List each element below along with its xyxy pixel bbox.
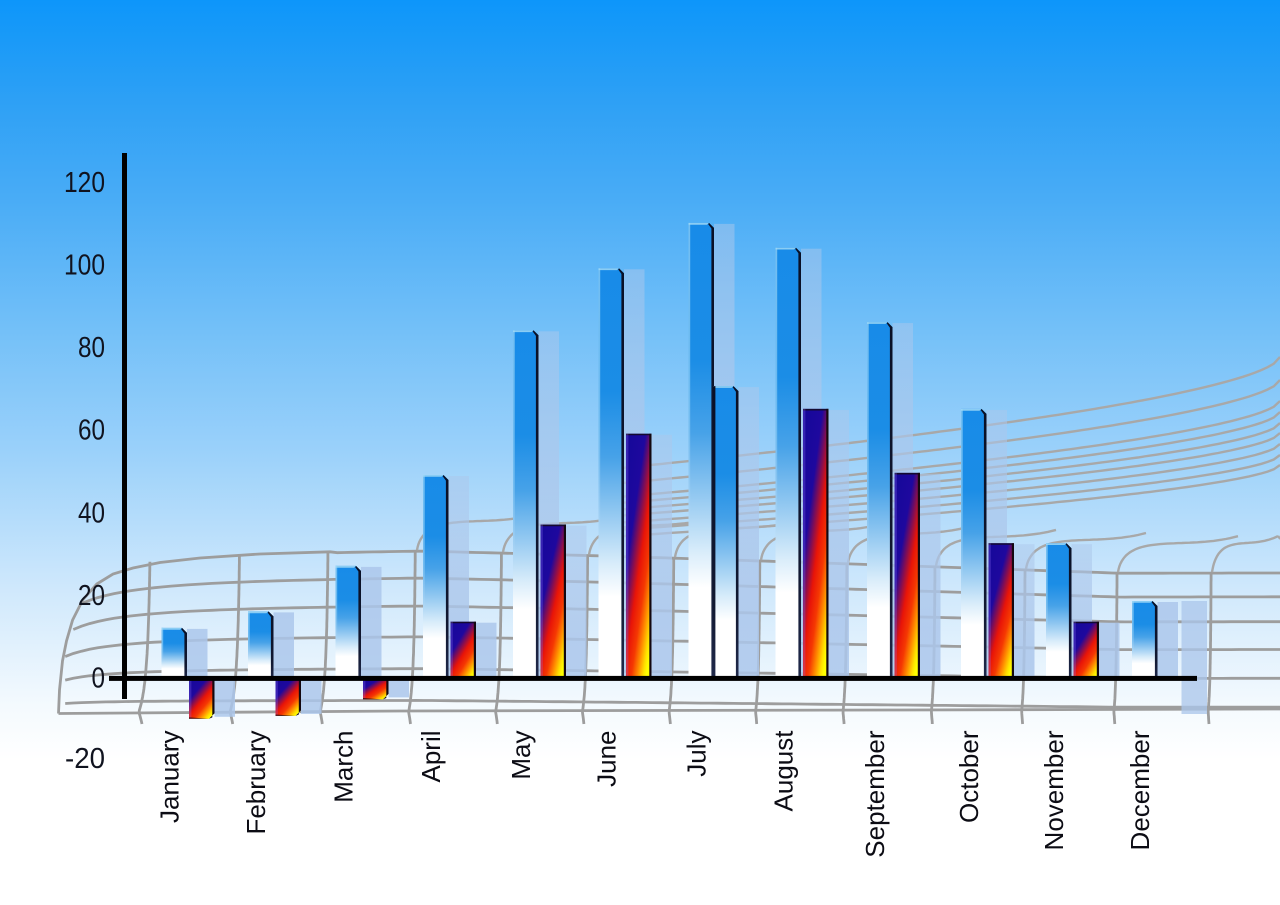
svg-text:May: May xyxy=(506,731,536,780)
svg-text:March: March xyxy=(329,731,359,803)
svg-text:40: 40 xyxy=(78,497,105,529)
svg-text:100: 100 xyxy=(64,250,105,282)
svg-text:-20: -20 xyxy=(65,743,105,775)
svg-text:April: April xyxy=(416,731,446,783)
svg-text:December: December xyxy=(1125,730,1155,850)
svg-text:June: June xyxy=(592,731,622,787)
svg-text:20: 20 xyxy=(78,580,105,612)
svg-text:February: February xyxy=(241,731,271,835)
svg-text:July: July xyxy=(682,731,712,777)
svg-text:80: 80 xyxy=(78,332,105,364)
svg-text:January: January xyxy=(155,731,185,824)
svg-text:120: 120 xyxy=(64,167,105,199)
svg-text:August: August xyxy=(769,730,799,812)
svg-text:September: September xyxy=(860,730,890,858)
svg-text:November: November xyxy=(1039,730,1069,850)
svg-text:0: 0 xyxy=(92,662,106,694)
svg-text:October: October xyxy=(954,730,984,823)
svg-text:60: 60 xyxy=(78,415,105,447)
